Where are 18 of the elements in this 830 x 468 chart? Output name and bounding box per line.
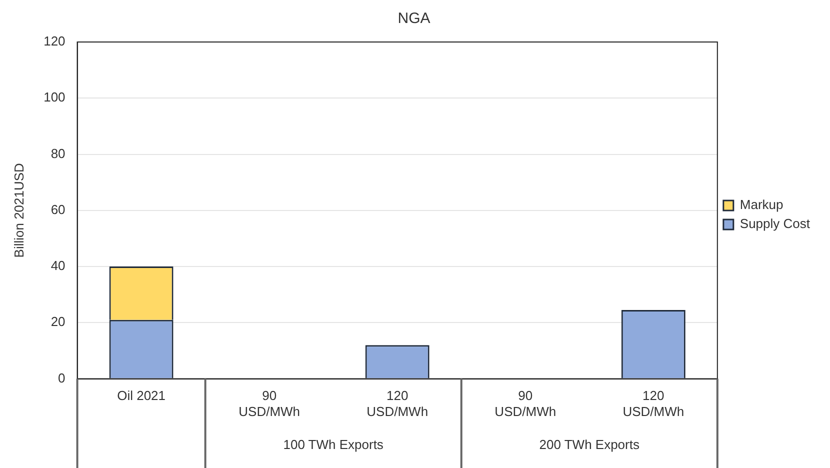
y-tick-label: 0	[58, 370, 66, 386]
y-tick-label: 60	[50, 202, 66, 217]
x-tick-label: 90 USD/MWh	[494, 388, 556, 419]
text: 100 TWh Exports	[283, 436, 384, 452]
chart-title: NGA	[398, 10, 430, 28]
text: 200 TWh Exports	[539, 436, 640, 452]
x-tick-label: Oil 2021	[117, 388, 166, 404]
y-tick-label: 120	[44, 34, 66, 49]
y-tick-label: 100	[44, 90, 66, 105]
y-axis-title: Billion 2021USD	[11, 163, 26, 258]
legend-label: Markup	[740, 197, 784, 212]
legend-label: Supply Cost	[740, 216, 810, 232]
x-tick-label: 120 USD/MWh	[622, 388, 684, 419]
y-tick-label: 40	[50, 258, 66, 274]
x-tick-label: 120 USD/MWh	[366, 388, 428, 419]
y-tick-label: 20	[50, 314, 66, 330]
y-tick-label: 80	[50, 146, 66, 161]
x-tick-label: 90 USD/MWh	[238, 388, 300, 419]
